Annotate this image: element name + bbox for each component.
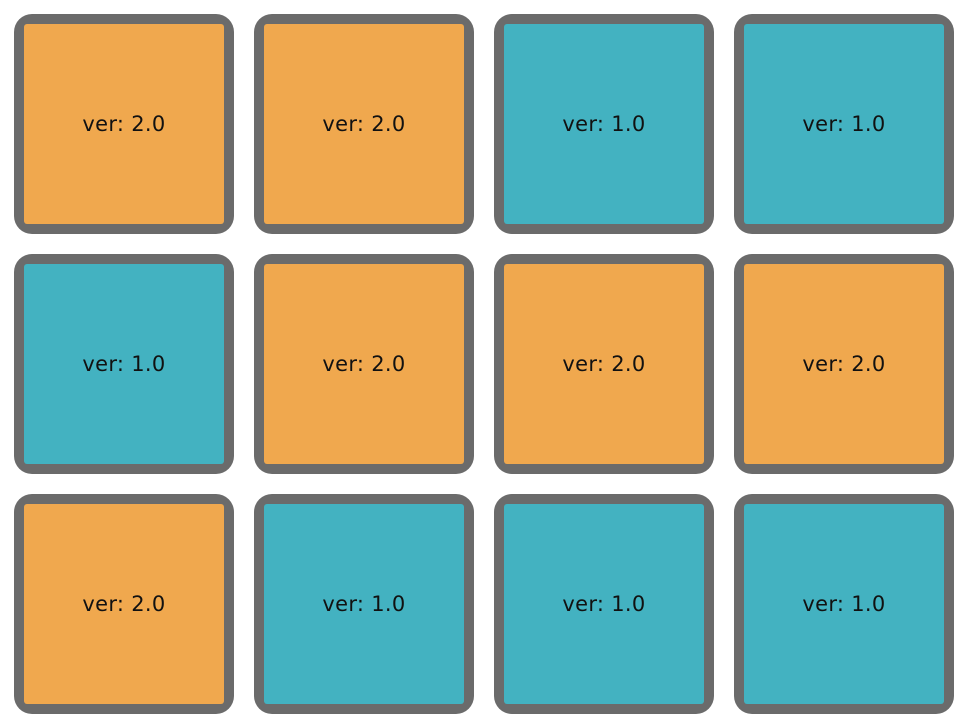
tile-face: ver: 2.0: [744, 264, 944, 464]
tile-label: ver: 2.0: [562, 352, 646, 376]
tile-face: ver: 2.0: [24, 504, 224, 704]
tile-10[interactable]: ver: 1.0: [254, 494, 474, 714]
tile-4[interactable]: ver: 1.0: [734, 14, 954, 234]
tile-face: ver: 2.0: [504, 264, 704, 464]
tile-label: ver: 2.0: [322, 112, 406, 136]
tile-label: ver: 2.0: [82, 112, 166, 136]
tile-label: ver: 1.0: [802, 592, 886, 616]
tile-face: ver: 1.0: [264, 504, 464, 704]
tile-face: ver: 1.0: [744, 504, 944, 704]
tile-face: ver: 2.0: [24, 24, 224, 224]
tile-2[interactable]: ver: 2.0: [254, 14, 474, 234]
tile-9[interactable]: ver: 2.0: [14, 494, 234, 714]
tile-face: ver: 2.0: [264, 264, 464, 464]
tile-label: ver: 2.0: [322, 352, 406, 376]
tile-face: ver: 2.0: [264, 24, 464, 224]
tile-label: ver: 1.0: [322, 592, 406, 616]
tile-12[interactable]: ver: 1.0: [734, 494, 954, 714]
tile-face: ver: 1.0: [744, 24, 944, 224]
tile-face: ver: 1.0: [504, 504, 704, 704]
tile-grid: ver: 2.0 ver: 2.0 ver: 1.0 ver: 1.0 ver:…: [14, 14, 954, 714]
tile-label: ver: 1.0: [562, 592, 646, 616]
tile-face: ver: 1.0: [504, 24, 704, 224]
tile-label: ver: 1.0: [562, 112, 646, 136]
tile-8[interactable]: ver: 2.0: [734, 254, 954, 474]
tile-label: ver: 1.0: [82, 352, 166, 376]
tile-label: ver: 2.0: [802, 352, 886, 376]
tile-face: ver: 1.0: [24, 264, 224, 464]
tile-1[interactable]: ver: 2.0: [14, 14, 234, 234]
tile-6[interactable]: ver: 2.0: [254, 254, 474, 474]
tile-5[interactable]: ver: 1.0: [14, 254, 234, 474]
tile-11[interactable]: ver: 1.0: [494, 494, 714, 714]
tile-3[interactable]: ver: 1.0: [494, 14, 714, 234]
tile-label: ver: 2.0: [82, 592, 166, 616]
tile-label: ver: 1.0: [802, 112, 886, 136]
tile-7[interactable]: ver: 2.0: [494, 254, 714, 474]
